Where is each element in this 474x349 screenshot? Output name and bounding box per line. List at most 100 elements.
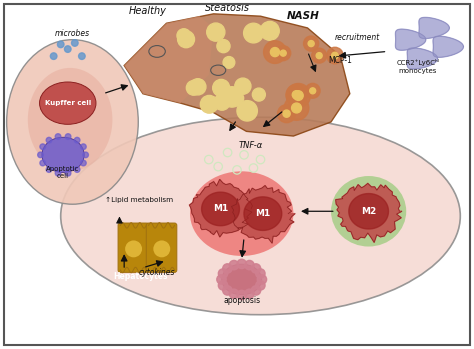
Circle shape [230, 93, 243, 106]
Polygon shape [201, 192, 239, 226]
Ellipse shape [42, 137, 84, 172]
Circle shape [213, 79, 230, 96]
Circle shape [83, 152, 89, 158]
Circle shape [305, 83, 320, 98]
Circle shape [40, 144, 46, 149]
Circle shape [286, 83, 310, 108]
Text: Hepatocytes: Hepatocytes [113, 273, 168, 281]
Ellipse shape [61, 117, 460, 315]
Polygon shape [336, 183, 402, 243]
Circle shape [55, 134, 61, 139]
Text: ↑Lipid metabolism: ↑Lipid metabolism [105, 197, 173, 203]
Circle shape [316, 53, 322, 59]
Circle shape [283, 110, 290, 117]
Circle shape [255, 269, 265, 278]
Circle shape [257, 275, 266, 284]
Circle shape [57, 41, 64, 48]
Circle shape [50, 53, 57, 59]
Ellipse shape [28, 68, 112, 171]
FancyBboxPatch shape [146, 223, 177, 272]
Circle shape [292, 91, 301, 99]
Circle shape [232, 92, 244, 104]
Text: Healthy: Healthy [129, 6, 167, 16]
FancyBboxPatch shape [118, 223, 149, 272]
Ellipse shape [331, 176, 406, 246]
Circle shape [270, 47, 280, 57]
Circle shape [251, 264, 261, 273]
Circle shape [229, 260, 239, 270]
Text: microbes: microbes [55, 29, 90, 38]
Circle shape [286, 84, 307, 105]
Circle shape [280, 50, 286, 56]
Circle shape [332, 52, 338, 59]
Circle shape [81, 144, 86, 149]
Circle shape [229, 289, 239, 298]
Circle shape [55, 170, 61, 176]
Circle shape [235, 78, 251, 94]
Circle shape [223, 286, 232, 295]
Text: apoptosis: apoptosis [223, 296, 260, 305]
Circle shape [219, 281, 228, 290]
Circle shape [244, 23, 264, 43]
Circle shape [255, 281, 265, 290]
Circle shape [308, 40, 314, 47]
Text: TNF-α: TNF-α [239, 141, 263, 150]
Circle shape [260, 21, 279, 40]
Circle shape [293, 91, 303, 101]
Circle shape [186, 81, 201, 95]
Polygon shape [419, 17, 449, 38]
Circle shape [214, 94, 230, 110]
Circle shape [40, 160, 46, 166]
Circle shape [222, 87, 242, 107]
Circle shape [292, 103, 301, 113]
Circle shape [153, 240, 170, 257]
Ellipse shape [39, 82, 96, 124]
Circle shape [177, 29, 191, 43]
Text: M2: M2 [361, 207, 376, 216]
Text: M1: M1 [213, 205, 228, 214]
Circle shape [237, 259, 246, 269]
Text: Kupffer cell: Kupffer cell [45, 100, 91, 106]
Circle shape [37, 152, 43, 158]
Circle shape [178, 31, 194, 48]
Polygon shape [349, 194, 389, 229]
Circle shape [310, 88, 316, 94]
Circle shape [64, 46, 71, 52]
Polygon shape [124, 14, 350, 136]
Circle shape [72, 40, 78, 46]
Text: Steatosis: Steatosis [205, 3, 250, 14]
Polygon shape [231, 186, 295, 243]
Circle shape [207, 23, 225, 41]
Circle shape [237, 101, 257, 121]
Circle shape [245, 289, 254, 298]
Circle shape [217, 275, 226, 284]
Circle shape [264, 41, 286, 64]
Circle shape [252, 88, 265, 101]
Circle shape [190, 79, 206, 95]
Circle shape [201, 95, 218, 113]
Circle shape [223, 264, 232, 273]
Circle shape [217, 39, 230, 53]
Polygon shape [244, 197, 282, 230]
Circle shape [74, 138, 80, 143]
Text: NASH: NASH [286, 10, 319, 21]
Circle shape [79, 53, 85, 59]
Text: M1: M1 [255, 209, 271, 218]
Ellipse shape [7, 40, 138, 204]
Ellipse shape [190, 171, 293, 256]
Polygon shape [433, 36, 464, 57]
Polygon shape [124, 16, 213, 103]
Text: MCP-1: MCP-1 [328, 56, 353, 65]
Circle shape [74, 167, 80, 172]
Polygon shape [190, 179, 252, 237]
Circle shape [312, 48, 327, 63]
Text: cytokines: cytokines [139, 268, 175, 277]
Text: Apoptotic
cell: Apoptotic cell [46, 166, 80, 179]
Circle shape [65, 170, 71, 176]
Circle shape [65, 134, 71, 139]
Circle shape [278, 105, 296, 123]
Circle shape [284, 96, 309, 120]
Circle shape [81, 160, 86, 166]
Circle shape [125, 240, 142, 257]
Ellipse shape [222, 264, 262, 295]
